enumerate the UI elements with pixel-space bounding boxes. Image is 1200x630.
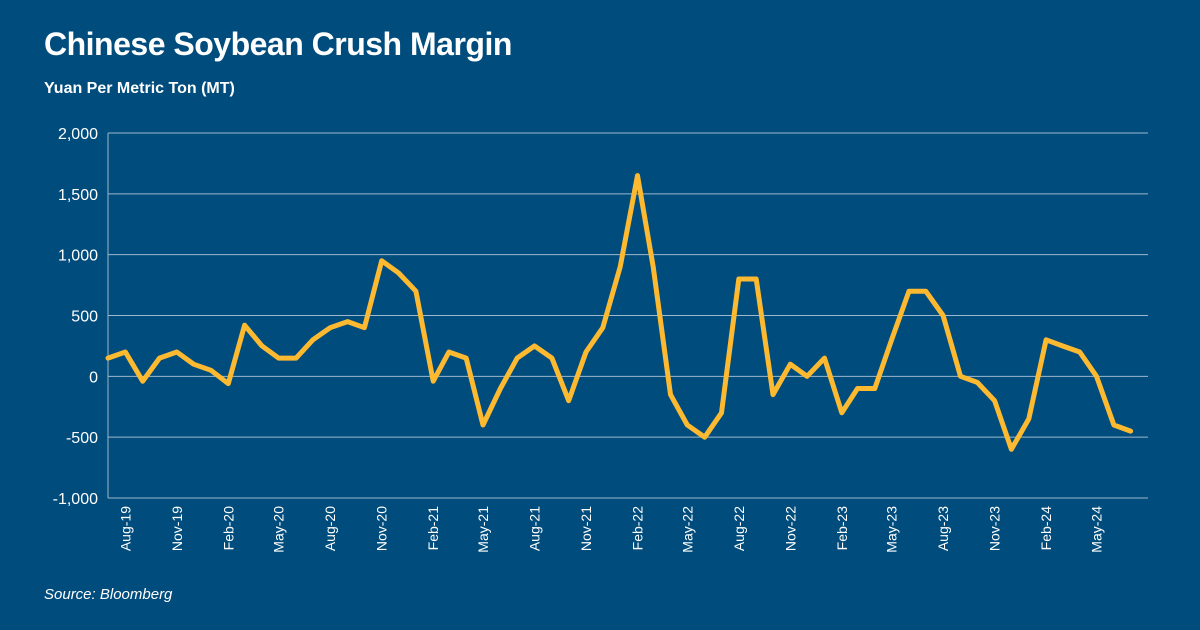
x-tick-label: May-20: [271, 506, 287, 553]
x-tick-label: Feb-23: [834, 506, 850, 551]
x-tick-label: Feb-20: [220, 506, 236, 551]
series-line: [105, 173, 1134, 452]
x-tick-label: May-22: [679, 506, 695, 553]
series-layer: [105, 173, 1134, 452]
y-tick-label: -500: [66, 430, 98, 447]
x-tick-label: Aug-19: [117, 506, 133, 551]
y-tick-label: 0: [89, 369, 98, 386]
chart-subtitle: Yuan Per Metric Ton (MT): [44, 80, 235, 97]
x-tick-label: Aug-21: [527, 506, 543, 551]
x-tick-label: Nov-20: [374, 506, 390, 551]
y-tick-label: -1,000: [53, 491, 98, 508]
x-tick-label: Aug-22: [731, 506, 747, 551]
x-axis: Aug-19 Nov-19 Feb-20 May-20 Aug-20 Nov-20 Feb-…: [117, 506, 1104, 553]
x-tick-label: Feb-24: [1038, 506, 1054, 551]
x-tick-label: Nov-19: [169, 506, 185, 551]
x-tick-label: Aug-20: [322, 506, 338, 551]
grid-layer: [107, 132, 1148, 499]
x-tick-label: Nov-23: [987, 506, 1003, 551]
x-tick-label: May-21: [475, 506, 491, 553]
x-tick-label: Nov-22: [782, 506, 798, 551]
x-tick-label: May-24: [1089, 506, 1105, 553]
y-tick-label: 1,500: [58, 187, 98, 204]
x-tick-label: May-23: [884, 506, 900, 553]
x-tick-label: Feb-22: [630, 506, 646, 551]
y-axis: -1,000 -500 0 500 1,000 1,500 2,000: [53, 126, 98, 508]
x-tick-label: Nov-21: [578, 506, 594, 551]
chart-title: Chinese Soybean Crush Margin: [44, 26, 512, 62]
y-tick-label: 1,000: [58, 248, 98, 265]
x-tick-label: Feb-21: [425, 506, 441, 551]
source-note: Source: Bloomberg: [44, 586, 173, 603]
x-tick-label: Aug-23: [935, 506, 951, 551]
y-tick-label: 500: [71, 309, 98, 326]
y-tick-label: 2,000: [58, 126, 98, 143]
